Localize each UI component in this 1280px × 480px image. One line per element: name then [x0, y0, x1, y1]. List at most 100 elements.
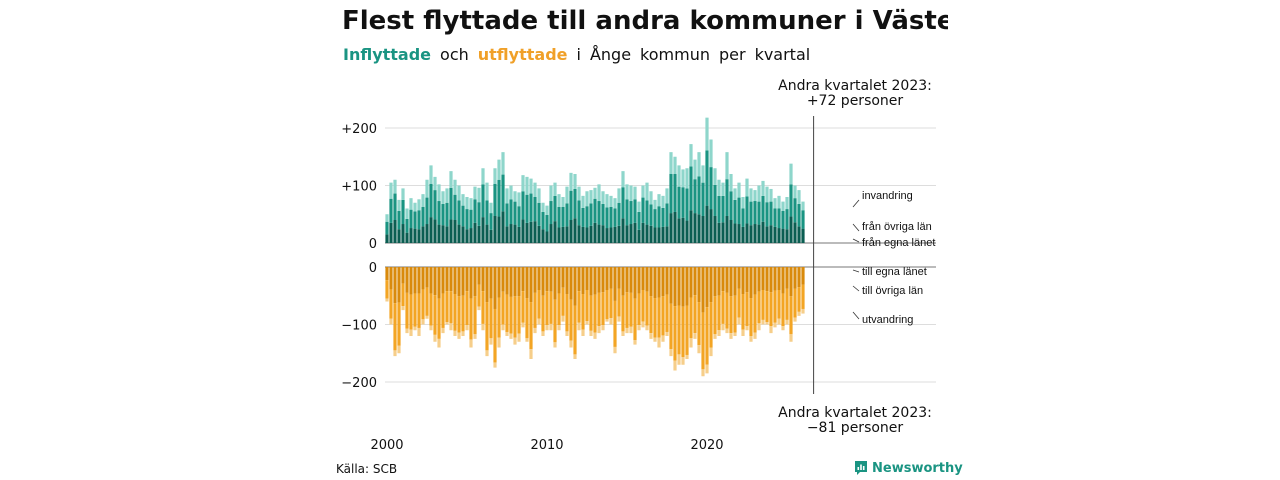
bar-inflow-segment [569, 172, 573, 191]
bar-outflow-segment [665, 294, 669, 332]
label-pointer [852, 199, 860, 208]
y-tick-label: 0 [369, 261, 377, 276]
bar-inflow-segment [681, 187, 685, 218]
bar-inflow-segment [657, 227, 661, 243]
bar-inflow-segment [417, 210, 421, 230]
bar-inflow-segment [561, 226, 565, 243]
bar-outflow-segment [541, 267, 545, 296]
bar-outflow-segment [393, 303, 397, 351]
bar-inflow-segment [585, 191, 589, 207]
bar-inflow-segment [793, 198, 797, 223]
bar-inflow-segment [461, 226, 465, 243]
bar-outflow-segment [625, 292, 629, 328]
bar-outflow-segment [445, 267, 449, 292]
chart-title: Flest flyttade till andra kommuner i Väs… [342, 6, 948, 36]
bar-outflow-segment [517, 267, 521, 297]
bar-inflow-segment [793, 185, 797, 199]
bar-inflow-segment [801, 201, 805, 211]
bar-inflow-segment [521, 175, 525, 192]
bar-inflow-segment [481, 217, 485, 243]
bar-inflow-segment [513, 224, 517, 243]
y-tick-label: −200 [341, 376, 377, 391]
bar-outflow-segment [433, 267, 437, 296]
label-pointer [852, 238, 860, 243]
bar-outflow-segment [729, 333, 733, 339]
bar-inflow-segment [621, 218, 625, 243]
series-label-layer: från egna länet från övriga län invandring… [852, 190, 935, 326]
bar-outflow-segment [389, 267, 393, 290]
bar-outflow-segment [749, 336, 753, 342]
bar-outflow-segment [501, 267, 505, 292]
bar-inflow-segment [585, 227, 589, 243]
bar-outflow-segment [441, 267, 445, 294]
bar-inflow-segment [769, 225, 773, 243]
bar-inflow-segment [689, 210, 693, 243]
bar-inflow-segment [605, 194, 609, 208]
bar-outflow-segment [625, 267, 629, 293]
bar-inflow-segment [505, 203, 509, 227]
bar-outflow-segment [425, 315, 429, 319]
bar-outflow-segment [409, 294, 413, 330]
bar-outflow-segment [609, 318, 613, 325]
subtitle-word: kommun [640, 45, 710, 64]
bar-outflow-segment [721, 323, 725, 331]
bar-inflow-segment [613, 208, 617, 227]
bar-inflow-segment [457, 224, 461, 243]
bar-inflow-segment [701, 182, 705, 216]
bar-outflow-segment [401, 306, 405, 311]
bar-inflow-segment [513, 201, 517, 225]
bar-outflow-segment [753, 332, 757, 339]
bar-outflow-segment [673, 267, 677, 307]
bar-inflow-segment [429, 217, 433, 243]
bar-outflow-segment [621, 267, 625, 296]
bar-inflow-segment [677, 165, 681, 187]
bar-outflow-segment [677, 305, 681, 355]
bar-outflow-segment [477, 284, 481, 307]
bar-outflow-segment [661, 296, 665, 336]
bar-inflow-segment [721, 195, 725, 223]
bar-inflow-segment [629, 224, 633, 243]
bar-inflow-segment [493, 183, 497, 216]
bar-inflow-segment [617, 202, 621, 226]
bar-outflow-segment [757, 267, 761, 292]
bar-inflow-segment [729, 220, 733, 243]
bar-outflow-segment [625, 327, 629, 334]
bar-outflow-segment [657, 337, 661, 348]
bar-inflow-segment [625, 199, 629, 226]
bar-inflow-segment [713, 184, 717, 216]
bar-outflow-segment [417, 327, 421, 336]
bar-inflow-segment [789, 163, 793, 185]
bar-inflow-segment [405, 232, 409, 243]
subtitle-inflow-word: Inflyttade [343, 45, 432, 64]
bar-inflow-segment [785, 197, 789, 210]
bar-outflow-segment [765, 267, 769, 292]
bar-outflow-segment [665, 267, 669, 295]
bar-outflow-segment [793, 317, 797, 322]
bar-outflow-segment [761, 290, 765, 320]
bar-outflow-segment [765, 322, 769, 325]
bar-outflow-segment [437, 298, 441, 339]
bar-inflow-segment [497, 179, 501, 217]
bar-outflow-segment [537, 318, 541, 325]
bar-inflow-segment [401, 188, 405, 200]
bar-inflow-segment [529, 193, 533, 222]
bar-outflow-segment [661, 267, 665, 297]
bar-inflow-segment [737, 197, 741, 225]
bar-inflow-segment [621, 171, 625, 188]
bar-inflow-segment [613, 198, 617, 209]
bar-inflow-segment [449, 219, 453, 243]
bar-outflow-segment [733, 267, 737, 296]
bar-outflow-segment [721, 267, 725, 292]
bar-inflow-segment [517, 226, 521, 243]
bar-inflow-segment [393, 193, 397, 220]
bar-inflow-segment [717, 195, 721, 223]
bar-outflow-segment [481, 291, 485, 324]
bar-inflow-segment [545, 214, 549, 232]
bar-inflow-segment [789, 184, 793, 217]
bar-inflow-segment [525, 222, 529, 243]
bar-outflow-segment [657, 267, 661, 298]
bar-inflow-segment [421, 206, 425, 227]
bar-outflow-segment [509, 333, 513, 339]
bar-inflow-segment [697, 152, 701, 177]
bar-outflow-segment [797, 311, 801, 316]
